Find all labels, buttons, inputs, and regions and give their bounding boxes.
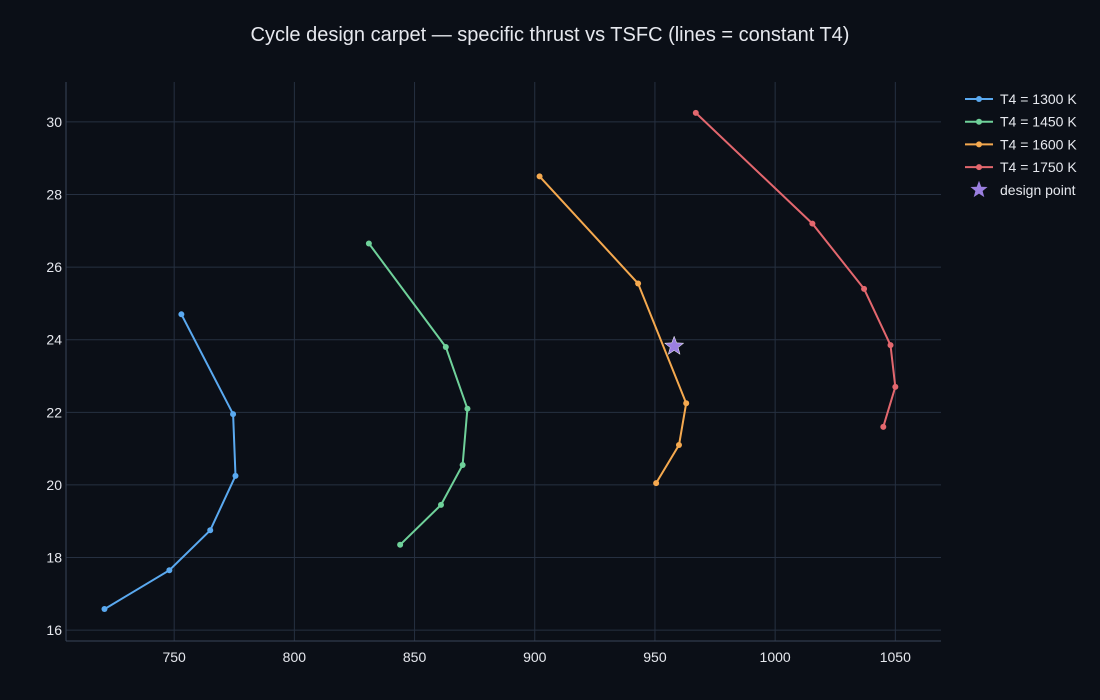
- data-point[interactable]: [683, 400, 690, 407]
- legend-label: T4 = 1300 K: [1000, 91, 1077, 107]
- y-tick-label: 22: [46, 404, 62, 420]
- x-tick-label: 900: [523, 649, 547, 665]
- x-tick-label: 950: [643, 649, 667, 665]
- data-point[interactable]: [675, 441, 682, 448]
- legend-label: T4 = 1750 K: [1000, 159, 1077, 175]
- series-t4-1: [365, 240, 471, 548]
- legend-label: T4 = 1450 K: [1000, 114, 1077, 130]
- data-point[interactable]: [178, 311, 185, 318]
- data-point[interactable]: [397, 541, 404, 548]
- legend-item-design-point[interactable]: design point: [970, 180, 1076, 198]
- legend[interactable]: T4 = 1300 K T4 = 1450 K T4 = 1600 K T4 = 17…: [965, 91, 1077, 198]
- legend-item[interactable]: T4 = 1450 K: [965, 114, 1077, 130]
- legend-label: T4 = 1600 K: [1000, 136, 1077, 152]
- x-tick-label: 850: [403, 649, 427, 665]
- series-t4-3: [692, 109, 899, 430]
- legend-label: design point: [1000, 182, 1076, 198]
- y-tick-label: 20: [46, 477, 62, 493]
- legend-swatch-marker: [976, 96, 982, 102]
- y-tick-label: 18: [46, 550, 62, 566]
- data-point[interactable]: [365, 240, 372, 247]
- data-point[interactable]: [536, 173, 543, 180]
- series-line: [538, 175, 688, 484]
- design-point-star[interactable]: [663, 335, 685, 355]
- data-point[interactable]: [692, 109, 699, 116]
- data-point[interactable]: [230, 411, 237, 418]
- data-point[interactable]: [101, 606, 108, 613]
- data-point[interactable]: [880, 423, 887, 430]
- series-line: [368, 242, 469, 546]
- data-point[interactable]: [207, 527, 214, 534]
- y-tick-label: 26: [46, 259, 62, 275]
- data-point[interactable]: [459, 461, 466, 468]
- y-tick-label: 28: [46, 187, 62, 203]
- tick-layer: 750 800 850 900 950 1000 1050 16 18 20 22 24 26 28 30: [46, 114, 911, 665]
- legend-star-icon: [970, 180, 988, 198]
- legend-item[interactable]: T4 = 1300 K: [965, 91, 1077, 107]
- series-line: [695, 112, 897, 428]
- data-point[interactable]: [861, 285, 868, 292]
- chart-title: Cycle design carpet — specific thrust vs…: [251, 24, 850, 46]
- grid-layer: [65, 82, 941, 642]
- legend-item[interactable]: T4 = 1600 K: [965, 136, 1077, 152]
- y-tick-label: 24: [46, 332, 62, 348]
- data-point[interactable]: [464, 405, 471, 412]
- legend-swatch-marker: [976, 164, 982, 171]
- x-tick-label: 750: [162, 649, 186, 665]
- data-point[interactable]: [166, 567, 173, 574]
- data-point[interactable]: [887, 342, 894, 349]
- legend-swatch-marker: [976, 141, 982, 148]
- legend-item[interactable]: T4 = 1750 K: [965, 159, 1077, 175]
- data-point[interactable]: [232, 472, 239, 479]
- data-point[interactable]: [635, 280, 642, 287]
- y-tick-label: 30: [46, 114, 62, 130]
- series-line: [103, 313, 237, 610]
- data-point[interactable]: [892, 383, 899, 390]
- data-point[interactable]: [438, 501, 444, 508]
- x-tick-label: 1050: [880, 649, 911, 665]
- y-tick-label: 16: [46, 622, 62, 638]
- data-point[interactable]: [653, 480, 660, 487]
- data-point[interactable]: [809, 220, 816, 227]
- legend-swatch-marker: [976, 118, 982, 125]
- x-tick-label: 1000: [760, 649, 791, 665]
- series-layer: [101, 109, 899, 613]
- data-point[interactable]: [442, 343, 449, 350]
- series-t4-2: [536, 173, 690, 487]
- series-t4-0: [101, 311, 239, 613]
- x-tick-label: 800: [283, 649, 307, 665]
